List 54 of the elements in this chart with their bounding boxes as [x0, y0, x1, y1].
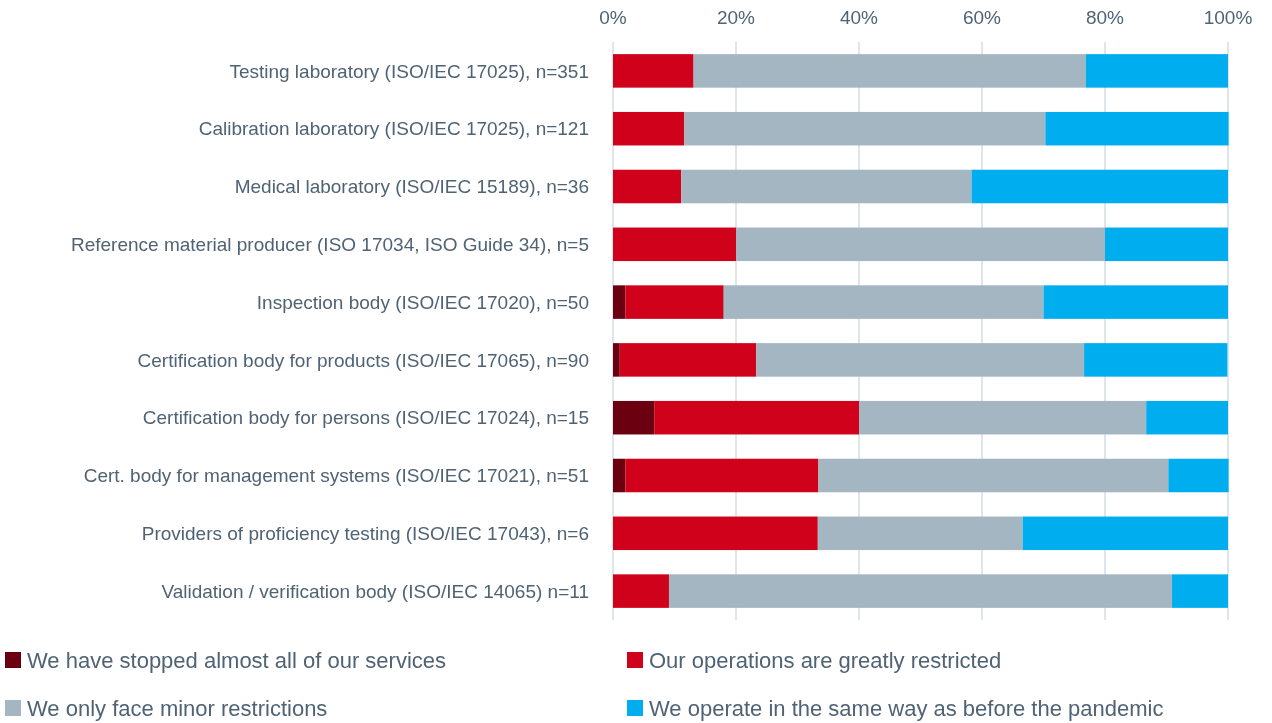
bar	[625, 458, 819, 493]
bar	[971, 169, 1228, 204]
y-tick-label: Cert. body for management systems (ISO/IEC 17021), n=51	[83, 465, 589, 487]
bar	[818, 458, 1169, 493]
y-tick-label: Certification body for products (ISO/IEC 17065), n=90	[137, 349, 589, 371]
x-tick-label: 0%	[599, 7, 627, 28]
y-tick-label: Validation / verification body (ISO/IEC 14065) n=11	[161, 580, 589, 602]
x-tick-label: 100%	[1203, 7, 1253, 28]
bar	[1084, 343, 1228, 377]
bar	[613, 458, 626, 493]
x-tick-label: 40%	[839, 7, 879, 28]
legend-label: Our operations are greatly restricted	[649, 647, 1002, 673]
bar	[613, 54, 694, 88]
bar	[1172, 574, 1228, 608]
bar	[1045, 111, 1229, 146]
bar	[723, 285, 1044, 319]
bar	[613, 227, 736, 262]
bar	[613, 574, 669, 608]
bar	[613, 285, 626, 319]
x-tick-label: 80%	[1085, 7, 1125, 28]
bar	[619, 343, 757, 377]
y-tick-label: Certification body for persons (ISO/IEC 17024), n=15	[142, 407, 589, 429]
bar	[654, 400, 859, 435]
bar	[1146, 400, 1228, 435]
bar	[1085, 54, 1229, 88]
bar	[693, 54, 1086, 88]
bar	[668, 574, 1173, 608]
y-tick-label: Calibration laboratory (ISO/IEC 17025), n=121	[198, 118, 589, 140]
bar	[756, 343, 1085, 377]
y-tick-label: Medical laboratory (ISO/IEC 15189), n=36	[234, 176, 589, 198]
bar	[684, 111, 1046, 146]
bar	[817, 516, 1023, 551]
bar	[859, 400, 1147, 435]
bar	[1022, 516, 1228, 551]
bar	[1168, 458, 1229, 493]
bar	[613, 111, 685, 146]
y-tick-label: Testing laboratory (ISO/IEC 17025), n=351	[229, 60, 589, 82]
bar	[625, 285, 724, 319]
bar	[681, 169, 972, 204]
legend-label: We only face minor restrictions	[27, 695, 328, 721]
x-tick-label: 20%	[716, 7, 756, 28]
bar	[1105, 227, 1228, 262]
legend-label: We have stopped almost all of our services	[27, 647, 447, 673]
y-tick-label: Reference material producer (ISO 17034, ISO Guide 34), n=5	[70, 233, 589, 255]
bar	[613, 400, 655, 435]
bar	[613, 343, 620, 377]
y-tick-label: Providers of proficiency testing (ISO/IEC 17043), n=6	[141, 522, 589, 544]
x-tick-label: 60%	[962, 7, 1002, 28]
legend-label: We operate in the same way as before the pandemic	[649, 695, 1164, 721]
bar	[613, 516, 818, 551]
bar	[736, 227, 1105, 262]
bar	[1043, 285, 1228, 319]
bar	[613, 169, 682, 204]
y-tick-label: Inspection body (ISO/IEC 17020), n=50	[256, 291, 589, 313]
